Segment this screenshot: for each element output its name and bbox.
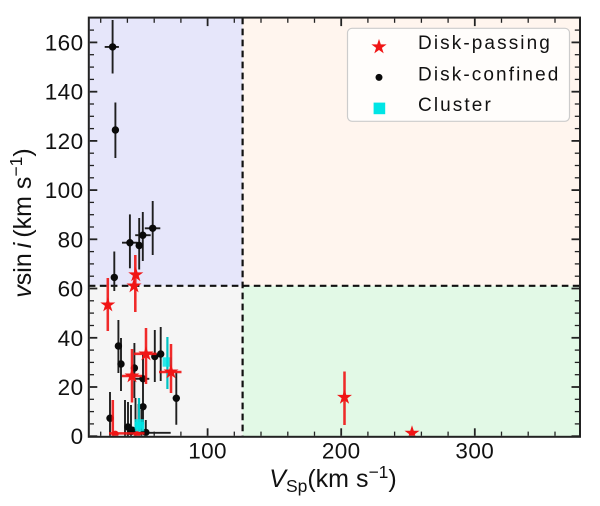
svg-text:40: 40 <box>58 326 84 351</box>
svg-text:100: 100 <box>188 439 227 464</box>
svg-text:140: 140 <box>45 80 84 105</box>
svg-text:vsin i (km s−1): vsin i (km s−1) <box>6 148 37 297</box>
svg-text:VSp(km s−1): VSp(km s−1) <box>269 462 396 496</box>
svg-text:160: 160 <box>45 30 84 55</box>
svg-text:120: 120 <box>45 129 84 154</box>
svg-text:Cluster: Cluster <box>418 95 493 116</box>
svg-text:60: 60 <box>58 277 84 302</box>
svg-text:20: 20 <box>58 375 84 400</box>
svg-text:0: 0 <box>71 424 84 449</box>
svg-text:Disk-confined: Disk-confined <box>418 64 560 85</box>
svg-text:80: 80 <box>58 227 84 252</box>
svg-text:300: 300 <box>455 439 494 464</box>
svg-text:100: 100 <box>45 178 84 203</box>
svg-text:200: 200 <box>322 439 361 464</box>
svg-text:Disk-passing: Disk-passing <box>418 33 552 54</box>
